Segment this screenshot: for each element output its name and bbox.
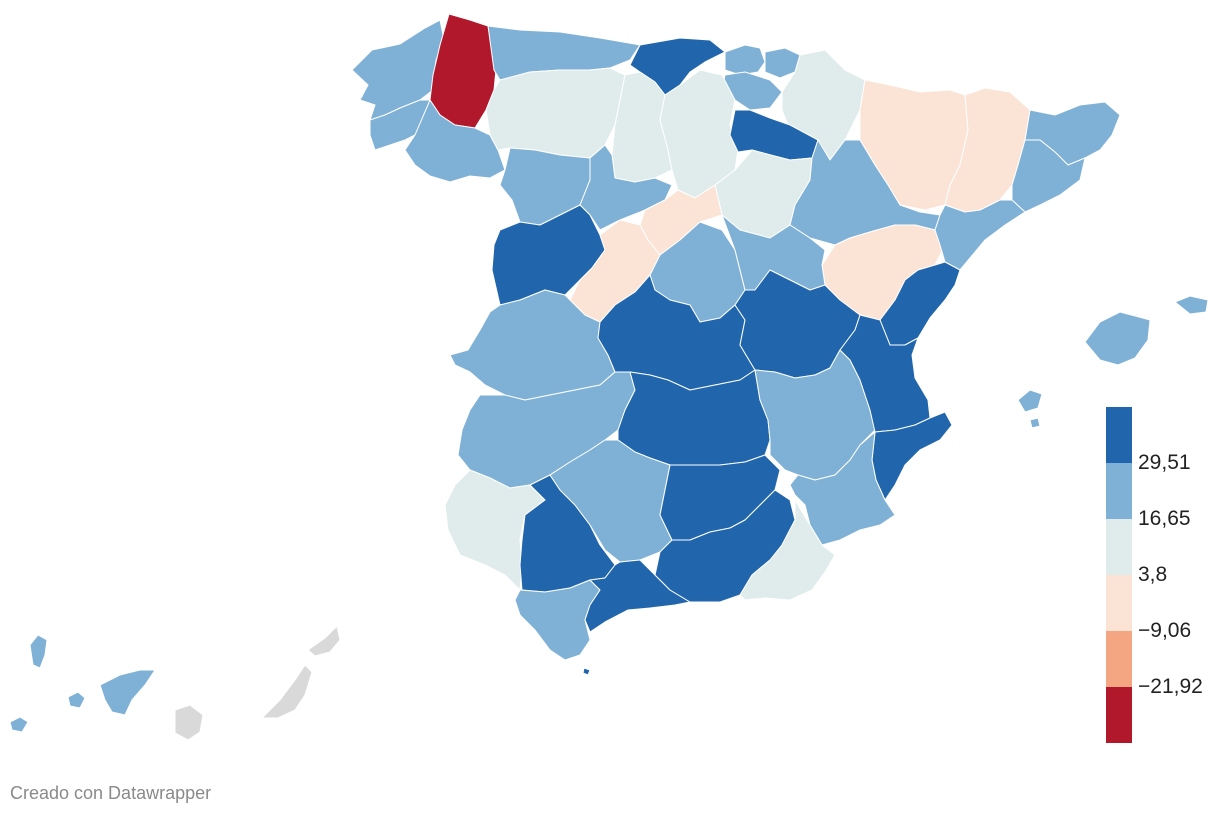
province-murcia[interactable] [789,431,896,546]
legend-tick: −9,06 [1138,619,1192,642]
province-santa-cruz-de-tenerife[interactable] [9,634,156,733]
province-ceuta[interactable] [582,667,591,676]
province-a-coruna[interactable] [351,19,445,121]
legend-tick: 3,8 [1138,563,1168,586]
legend-swatch-2 [1106,631,1132,687]
legend-tick: 16,65 [1138,507,1191,530]
legend-swatch-1 [1106,687,1132,743]
color-legend: 29,51 16,65 3,8 −9,06 −21,92 [1106,407,1220,743]
credit-text: Creado con Datawrapper [10,783,212,803]
legend-swatch-5 [1106,463,1132,519]
province-malaga[interactable] [584,559,691,633]
legend-swatch-4 [1106,519,1132,575]
province-palencia[interactable] [611,71,673,183]
legend-swatch-6 [1106,407,1132,463]
legend-tick: −21,92 [1138,675,1203,698]
province-cadiz[interactable] [514,579,601,661]
legend-tick: 29,51 [1138,451,1191,474]
province-bizkaia[interactable] [724,44,766,76]
province-barcelona[interactable] [1011,139,1086,213]
province-almeria[interactable] [739,499,836,601]
province-leon[interactable] [485,67,626,159]
province-tarragona[interactable] [934,199,1026,271]
legend-swatch-3 [1106,575,1132,631]
province-las-palmas[interactable] [174,625,341,741]
province-baleares[interactable] [1017,295,1209,429]
